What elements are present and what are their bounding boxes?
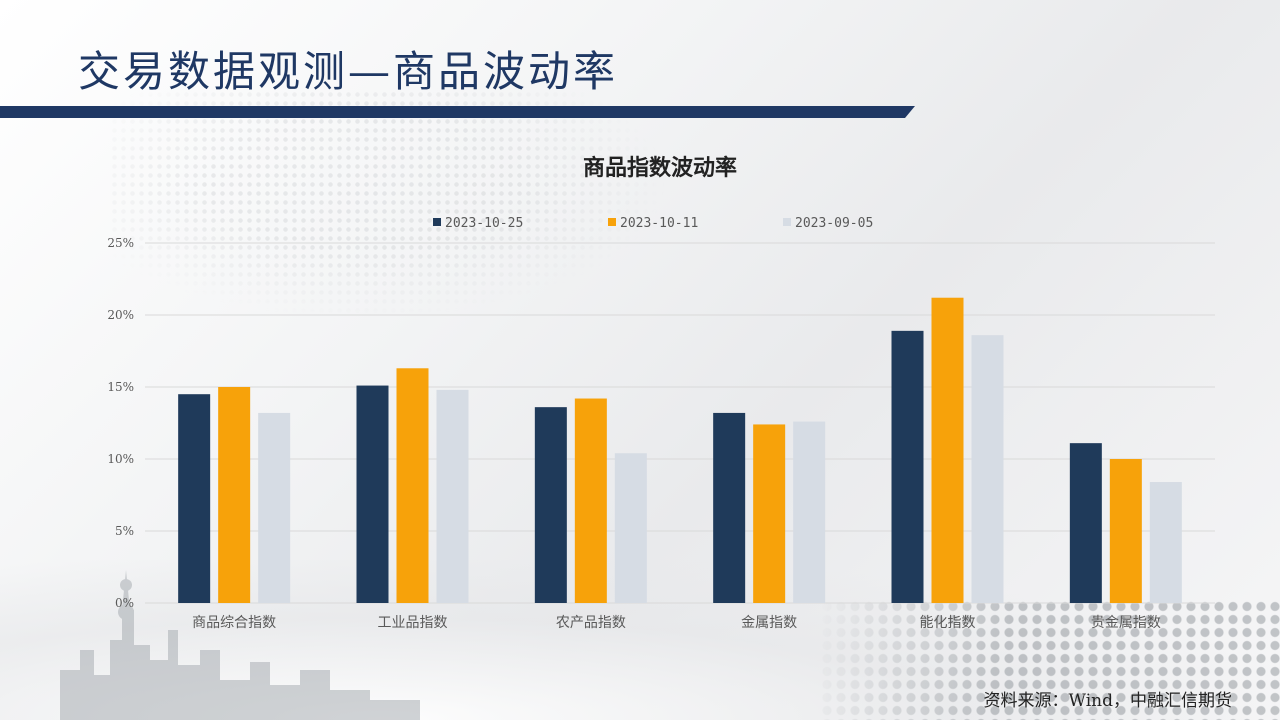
- bar-2-3: [574, 398, 607, 603]
- bar-3-6: [1149, 482, 1182, 603]
- city-skyline-decoration: [60, 570, 420, 720]
- bar-2-4: [753, 424, 786, 603]
- title-underline-bar: [0, 106, 915, 118]
- bar-2-2: [396, 368, 429, 603]
- bar-1-2: [356, 385, 389, 603]
- legend-label: 2023-09-05: [795, 216, 873, 231]
- bar-2-1: [218, 387, 251, 603]
- legend-swatch: [783, 218, 791, 226]
- bar-1-5: [891, 330, 924, 603]
- x-tick-label: 商品综合指数: [192, 615, 276, 631]
- y-tick-label: 20%: [107, 308, 134, 322]
- bar-3-5: [971, 335, 1004, 603]
- title-bar-shape: [0, 106, 915, 118]
- y-tick-label: 10%: [107, 452, 134, 466]
- x-axis-tick-labels: 商品综合指数 工业品指数 农产品指数 金属指数 能化指数 贵金属指数: [192, 615, 1161, 631]
- bar-3-2: [436, 389, 469, 603]
- bar-2-5: [931, 297, 964, 603]
- bar-3-1: [258, 412, 291, 603]
- chart-bars: [178, 297, 1182, 603]
- bar-1-6: [1069, 443, 1102, 603]
- bar-2-6: [1109, 459, 1142, 603]
- y-tick-label: 5%: [115, 524, 134, 538]
- x-tick-label: 工业品指数: [378, 615, 448, 631]
- legend-swatch: [608, 218, 616, 226]
- x-tick-label: 贵金属指数: [1091, 615, 1161, 631]
- bar-3-3: [614, 453, 647, 603]
- bar-1-4: [713, 412, 746, 603]
- bar-1-1: [178, 394, 211, 603]
- chart-title: 商品指数波动率: [583, 155, 737, 181]
- legend-label: 2023-10-25: [445, 216, 523, 231]
- x-tick-label: 金属指数: [741, 615, 797, 631]
- y-tick-label: 25%: [107, 236, 134, 250]
- header: 交易数据观测—商品波动率: [0, 0, 1280, 120]
- y-axis-tick-labels: 0% 5% 10% 15% 20% 25%: [107, 236, 134, 610]
- chart-legend: 2023-10-25 2023-10-11 2023-09-05: [433, 216, 873, 231]
- dot-pattern-decoration: [820, 600, 1280, 720]
- x-tick-label: 能化指数: [920, 615, 976, 631]
- bar-3-4: [793, 421, 826, 603]
- y-tick-label: 15%: [107, 380, 134, 394]
- chart-gridlines: [145, 242, 1215, 604]
- legend-swatch: [433, 218, 441, 226]
- page-title: 交易数据观测—商品波动率: [78, 47, 619, 96]
- x-tick-label: 农产品指数: [556, 615, 626, 631]
- source-note: 资料来源：Wind，中融汇信期货: [983, 691, 1232, 711]
- bar-1-3: [534, 407, 567, 603]
- y-tick-label: 0%: [115, 596, 134, 610]
- world-map-dots-decoration: [110, 90, 670, 320]
- legend-label: 2023-10-11: [620, 216, 698, 231]
